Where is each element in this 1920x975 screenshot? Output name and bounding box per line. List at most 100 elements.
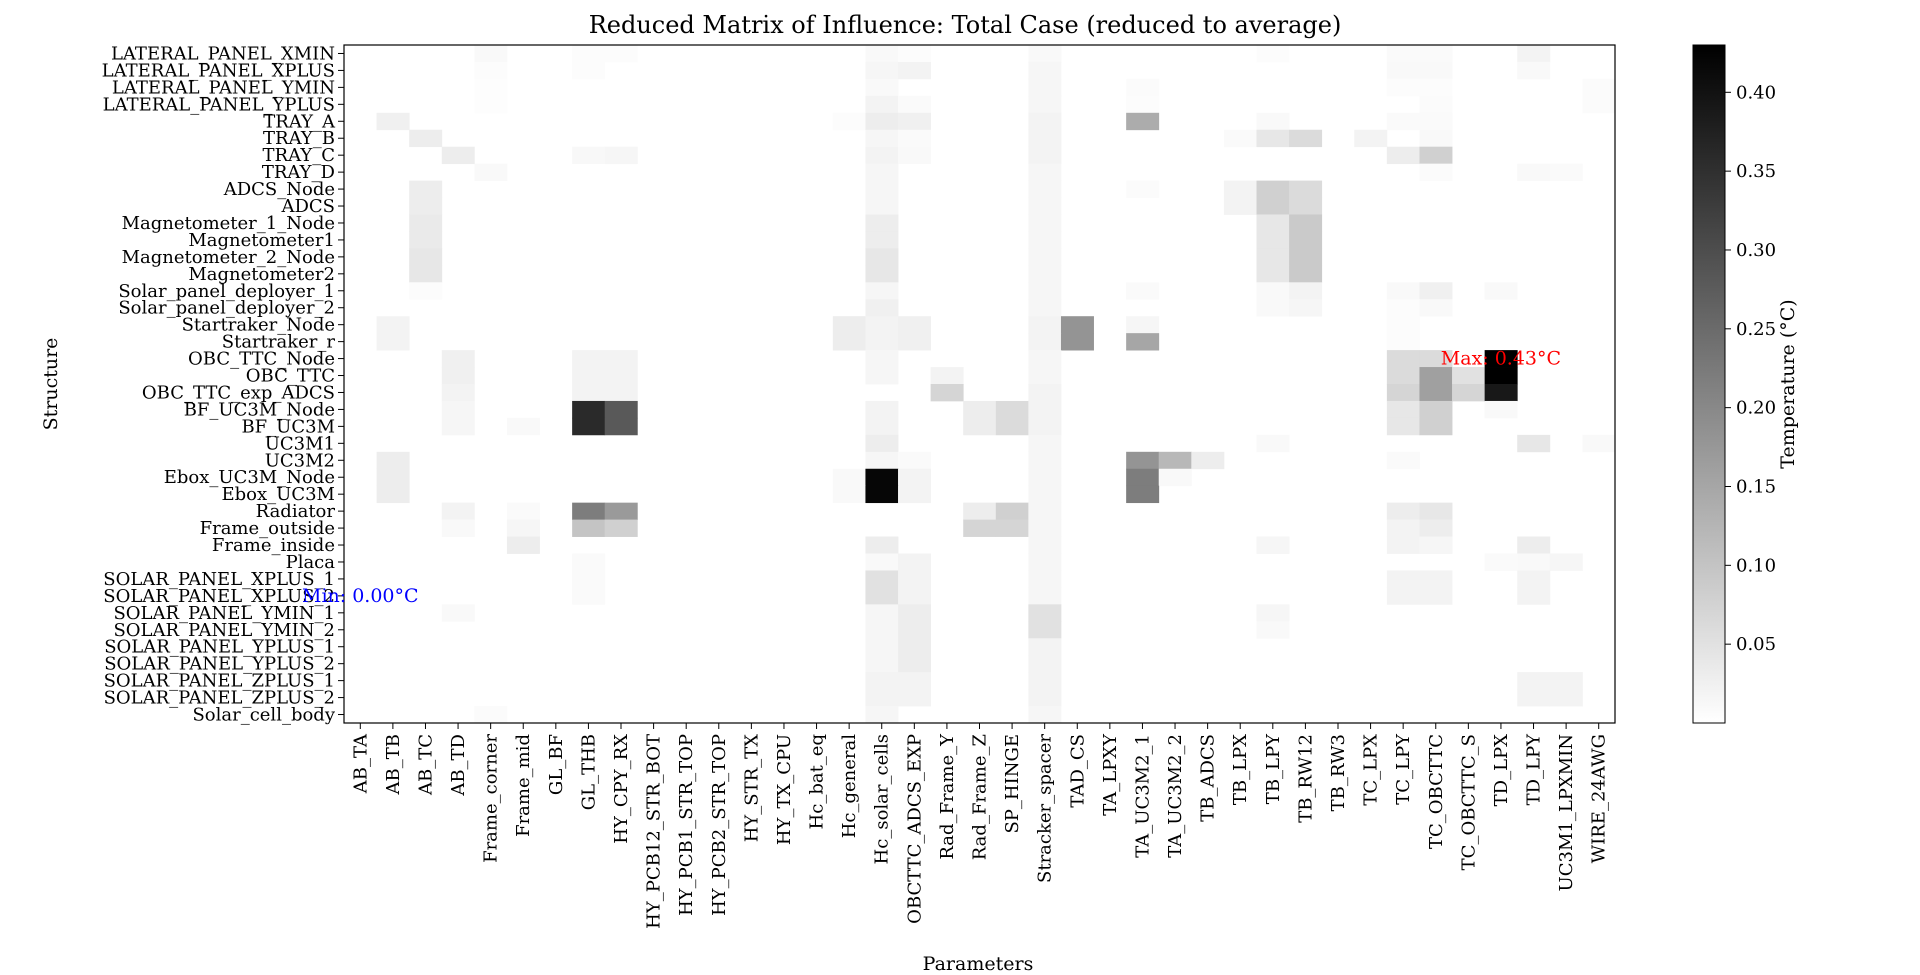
- heatmap-cell: [930, 367, 964, 385]
- heatmap-cell: [1256, 180, 1290, 198]
- heatmap-cell: [865, 367, 899, 385]
- heatmap-cell: [1419, 129, 1453, 148]
- x-tick-label: TC_OBCTTC_S: [1458, 734, 1479, 870]
- x-tick-label: TB_RW3: [1328, 734, 1349, 811]
- heatmap-cell: [474, 706, 508, 724]
- heatmap-cell: [1386, 146, 1420, 165]
- y-tick-label: OBC_TTC: [246, 366, 335, 387]
- heatmap-cell: [1028, 265, 1062, 283]
- heatmap-cell: [1256, 265, 1290, 283]
- x-tick-label: Rad_Frame_Z: [970, 734, 991, 860]
- x-tick-label: AB_TB: [383, 734, 404, 795]
- colorbar-label: Temperature (°C): [1777, 299, 1799, 468]
- heatmap-cell: [1419, 587, 1453, 605]
- heatmap-cell: [1256, 299, 1290, 317]
- heatmap-cell: [1028, 587, 1062, 605]
- y-tick-label: BF_UC3M_Node: [184, 399, 335, 420]
- heatmap-cell: [506, 502, 540, 520]
- heatmap-cell: [1517, 570, 1551, 588]
- heatmap-cell: [1517, 434, 1551, 453]
- heatmap-cell: [1452, 367, 1486, 385]
- heatmap-cell: [832, 333, 866, 351]
- y-tick-label: LATERAL_PANEL_YPLUS: [103, 94, 335, 115]
- colorbar-tick-label: 0.30: [1736, 240, 1776, 261]
- heatmap-cell: [506, 519, 540, 537]
- x-tick-label: OBCTTC_ADCS_EXP: [904, 734, 925, 924]
- colorbar-tick-label: 0.40: [1736, 82, 1776, 103]
- x-tick-labels: AB_TA AB_TB AB_TC AB_TD Frame_corner Frame_mi…: [350, 723, 1610, 929]
- heatmap-cell: [865, 265, 899, 283]
- y-tick-labels: LATERAL_PANEL_XMINLATERAL_PANEL_XPLUSLAT…: [102, 43, 344, 726]
- x-tick-label: WIRE_24AWG: [1589, 734, 1610, 863]
- heatmap-cell: [865, 197, 899, 215]
- heatmap-cell: [865, 163, 899, 181]
- heatmap-cell: [1028, 61, 1062, 80]
- heatmap-cell: [572, 367, 606, 385]
- y-tick-label: OBC_TTC_exp_ADCS: [142, 382, 335, 403]
- heatmap-cell: [865, 112, 899, 131]
- y-tick-label: SOLAR_PANEL_ZPLUS_2: [104, 688, 335, 709]
- heatmap-cell: [1256, 45, 1290, 63]
- heatmap-cell: [898, 604, 932, 622]
- heatmap-cell: [1126, 95, 1160, 114]
- x-tick-label: AB_TC: [415, 734, 436, 796]
- heatmap-cell: [1028, 451, 1062, 470]
- heatmap-cell: [1289, 129, 1323, 148]
- colorbar-tick-label: 0.35: [1736, 161, 1776, 182]
- heatmap-cell: [1028, 299, 1062, 317]
- x-tick-label: TAD_CS: [1067, 734, 1088, 808]
- y-tick-label: Solar_panel_deployer_1: [118, 281, 335, 302]
- heatmap-cell: [441, 502, 475, 520]
- heatmap-cell: [1028, 384, 1062, 402]
- heatmap-cell: [865, 282, 899, 300]
- x-tick-label: AB_TD: [448, 734, 469, 797]
- heatmap-cell: [572, 417, 606, 436]
- heatmap-cell: [1419, 163, 1453, 181]
- heatmap-cell: [898, 485, 932, 504]
- heatmap-cell: [1126, 112, 1160, 131]
- heatmap-cell: [604, 502, 638, 520]
- heatmap-cell: [572, 587, 606, 605]
- heatmap-cell: [1028, 553, 1062, 571]
- heatmap-cell: [1028, 570, 1062, 588]
- heatmap-cell: [441, 367, 475, 385]
- heatmap-cell: [898, 468, 932, 487]
- chart-title: Reduced Matrix of Influence: Total Case …: [589, 11, 1342, 39]
- heatmap-cell: [1126, 333, 1160, 351]
- y-tick-label: Frame_inside: [212, 535, 335, 556]
- y-tick-label: SOLAR_PANEL_YPLUS_1: [104, 637, 335, 658]
- heatmap-cell: [1126, 282, 1160, 300]
- heatmap-cell: [441, 146, 475, 165]
- heatmap-cell: [1419, 384, 1453, 402]
- heatmap-cell: [995, 519, 1029, 537]
- heatmap-cell: [1386, 333, 1420, 351]
- heatmap-cell: [865, 333, 899, 351]
- heatmap-cell: [1386, 587, 1420, 605]
- heatmap-cell: [1517, 163, 1551, 181]
- heatmap-cell: [865, 78, 899, 97]
- x-tick-label: Rad_Frame_Y: [937, 733, 958, 860]
- heatmap-cell: [572, 61, 606, 80]
- heatmap-cell: [865, 604, 899, 622]
- heatmap-cell: [865, 553, 899, 571]
- x-axis-label: Parameters: [923, 953, 1034, 975]
- y-tick-label: Magnetometer2: [188, 264, 335, 285]
- heatmap-cell: [1419, 570, 1453, 588]
- heatmap-cell: [1386, 400, 1420, 419]
- heatmap-cell: [1256, 248, 1290, 266]
- heatmap-cell: [506, 417, 540, 436]
- colorbar-tick-label: 0.10: [1736, 555, 1776, 576]
- heatmap-cell: [376, 112, 410, 131]
- heatmap-cell: [572, 400, 606, 419]
- x-tick-label: TA_LPXY: [1100, 733, 1121, 816]
- y-tick-label: SOLAR_PANEL_ZPLUS_1: [104, 671, 335, 692]
- heatmap-cell: [441, 384, 475, 402]
- heatmap-cell: [409, 129, 443, 148]
- y-tick-label: Magnetometer_2_Node: [122, 247, 335, 268]
- y-tick-label: SOLAR_PANEL_YMIN_2: [113, 620, 335, 641]
- heatmap-cell: [865, 146, 899, 165]
- heatmap-cell: [898, 689, 932, 707]
- heatmap-cell: [1256, 282, 1290, 300]
- heatmap-cell: [409, 282, 443, 300]
